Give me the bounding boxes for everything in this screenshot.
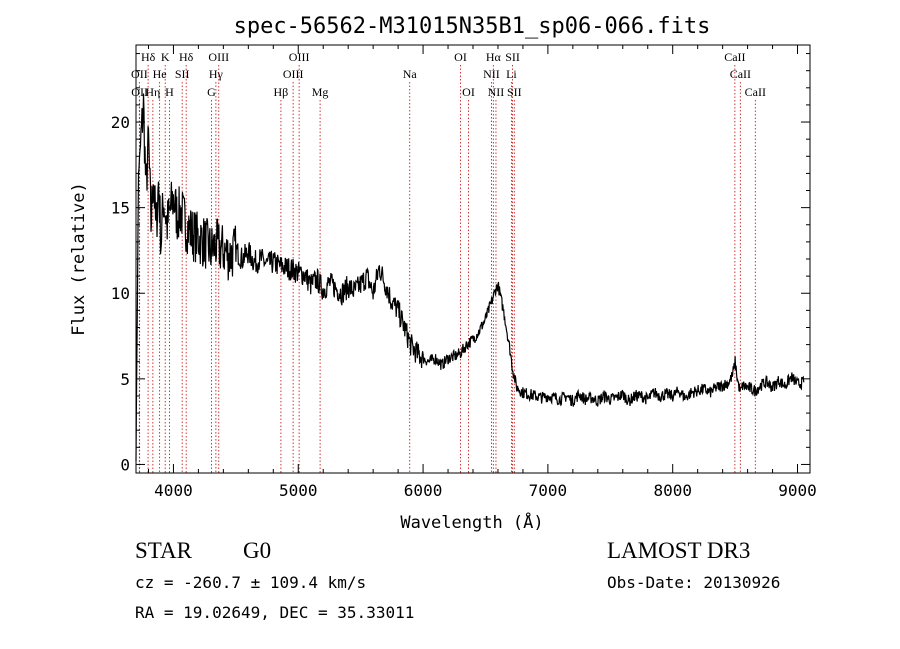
survey-name: LAMOST DR3 — [607, 538, 751, 563]
line-marker-label: SII — [175, 67, 190, 81]
observation-date: Obs-Date: 20130926 — [607, 573, 781, 592]
x-tick-label: 8000 — [653, 481, 692, 500]
line-marker-label: Hβ — [274, 85, 289, 99]
line-marker-label: OIII — [208, 50, 229, 64]
x-tick-label: 4000 — [154, 481, 193, 500]
line-marker-label: He — [153, 67, 167, 81]
y-tick-label: 0 — [120, 455, 130, 474]
line-marker-label: Hγ — [209, 67, 224, 81]
x-axis: 4000 5000 6000 7000 8000 9000 — [147, 45, 817, 500]
line-marker-label: Li — [506, 67, 517, 81]
x-tick-label: 6000 — [404, 481, 443, 500]
line-marker-label: Mg — [312, 85, 329, 99]
x-tick-label: 9000 — [778, 481, 817, 500]
line-marker-label: OII — [131, 67, 148, 81]
ra-dec-coordinates: RA = 19.02649, DEC = 35.33011 — [135, 603, 415, 622]
y-tick-label: 15 — [111, 199, 130, 218]
line-marker-label: CaII — [730, 67, 751, 81]
line-marker-label: OI — [462, 85, 475, 99]
line-marker-label: NII — [488, 85, 505, 99]
line-marker-label: CaII — [745, 85, 766, 99]
line-marker-label: Na — [403, 67, 418, 81]
line-marker-label: SII — [507, 85, 522, 99]
line-marker-label: Hδ — [141, 50, 156, 64]
line-marker-label: OIII — [289, 50, 310, 64]
line-marker-label: G — [207, 85, 216, 99]
line-marker-label: Hδ — [179, 50, 194, 64]
plot-frame — [135, 44, 811, 474]
series-line-flux — [135, 93, 805, 462]
line-marker-label: K — [161, 50, 170, 64]
redshift-velocity: cz = -260.7 ± 109.4 km/s — [135, 573, 367, 592]
chart-title: spec-56562-M31015N35B1_sp06-066.fits — [234, 14, 711, 39]
x-tick-label: 5000 — [279, 481, 318, 500]
line-marker-label: OIII — [283, 67, 304, 81]
line-marker-label: H — [165, 85, 174, 99]
object-class: STAR — [135, 538, 192, 563]
line-marker-label: Hη — [145, 85, 160, 99]
x-axis-label: Wavelength (Å) — [400, 511, 543, 533]
x-tick-label: 7000 — [529, 481, 568, 500]
line-marker-label: CaII — [724, 50, 745, 64]
y-tick-label: 5 — [120, 370, 130, 389]
line-marker-label: NII — [483, 67, 500, 81]
line-marker-label: OI — [454, 50, 467, 64]
line-marker-label: SII — [505, 50, 520, 64]
y-axis-label: Flux (relative) — [69, 182, 89, 336]
y-tick-label: 20 — [111, 113, 130, 132]
y-tick-label: 10 — [111, 284, 130, 303]
line-marker-label: Hα — [486, 50, 502, 64]
object-subclass: G0 — [243, 538, 272, 563]
